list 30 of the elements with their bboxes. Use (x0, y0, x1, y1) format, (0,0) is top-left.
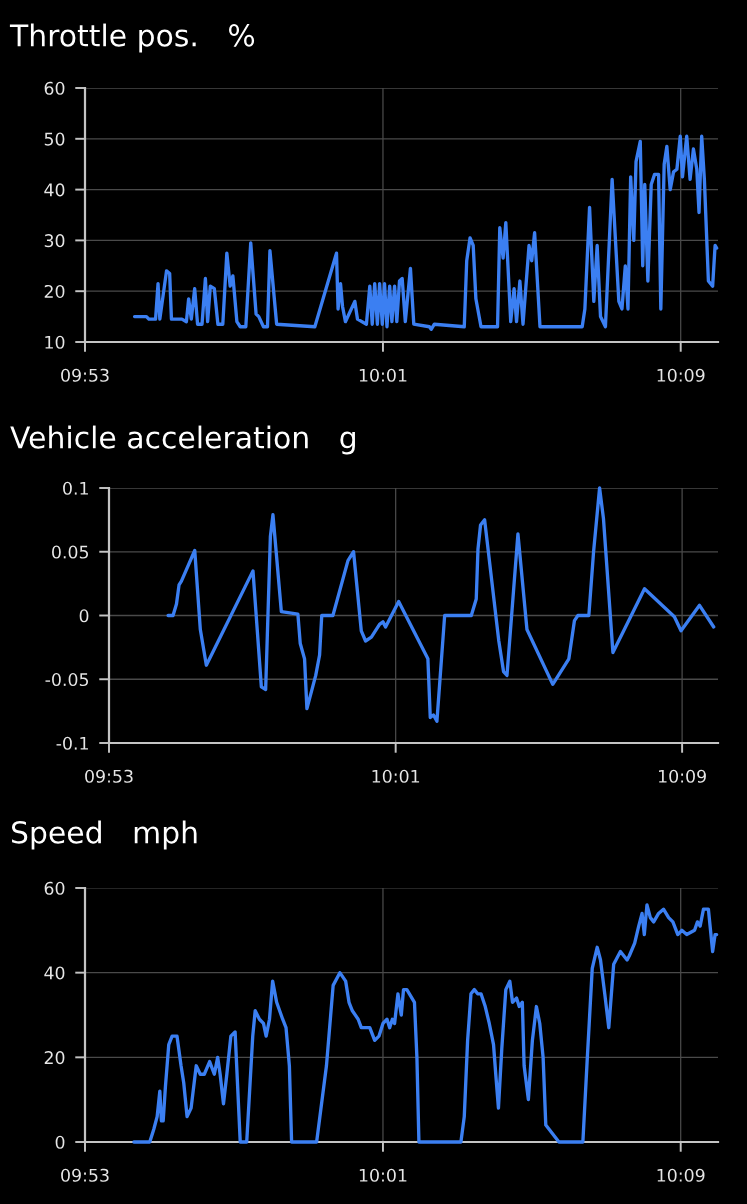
line-series (132, 903, 719, 1144)
y-tick-label: 60 (44, 881, 65, 895)
x-tick-label: 10:09 (657, 368, 705, 382)
x-tick-label: 10:09 (659, 769, 706, 783)
y-tick-label: 10 (45, 335, 65, 349)
y-tick-label: 40 (44, 183, 65, 197)
y-tick-label: 20 (44, 284, 65, 299)
y-tick-label: 0.1 (63, 481, 88, 495)
chart-title: Speed mph (11, 820, 197, 850)
x-tick-label: 10:01 (359, 1168, 407, 1182)
y-tick-label: 20 (44, 1051, 65, 1065)
x-tick-label: 09:53 (85, 769, 133, 783)
line-series (132, 134, 719, 331)
chart-title: Vehicle acceleration g (10, 425, 355, 455)
line-series (166, 486, 716, 723)
y-tick-label: 40 (44, 966, 65, 980)
x-tick-label: 09:53 (61, 1168, 109, 1182)
y-tick-label: 0 (55, 1135, 65, 1149)
chart-title: Throttle pos. % (9, 23, 255, 53)
y-tick-label: -0.1 (56, 736, 88, 750)
y-tick-label: 0 (79, 609, 89, 623)
y-tick-label: 30 (44, 234, 65, 248)
x-tick-label: 10:09 (657, 1168, 705, 1182)
y-tick-label: 0.05 (52, 545, 89, 559)
y-tick-label: -0.05 (45, 672, 89, 687)
x-tick-label: 10:01 (372, 769, 420, 783)
x-tick-label: 09:53 (61, 368, 109, 382)
y-tick-label: 50 (44, 132, 65, 146)
y-tick-label: 60 (44, 81, 65, 95)
x-tick-label: 10:01 (359, 368, 407, 382)
